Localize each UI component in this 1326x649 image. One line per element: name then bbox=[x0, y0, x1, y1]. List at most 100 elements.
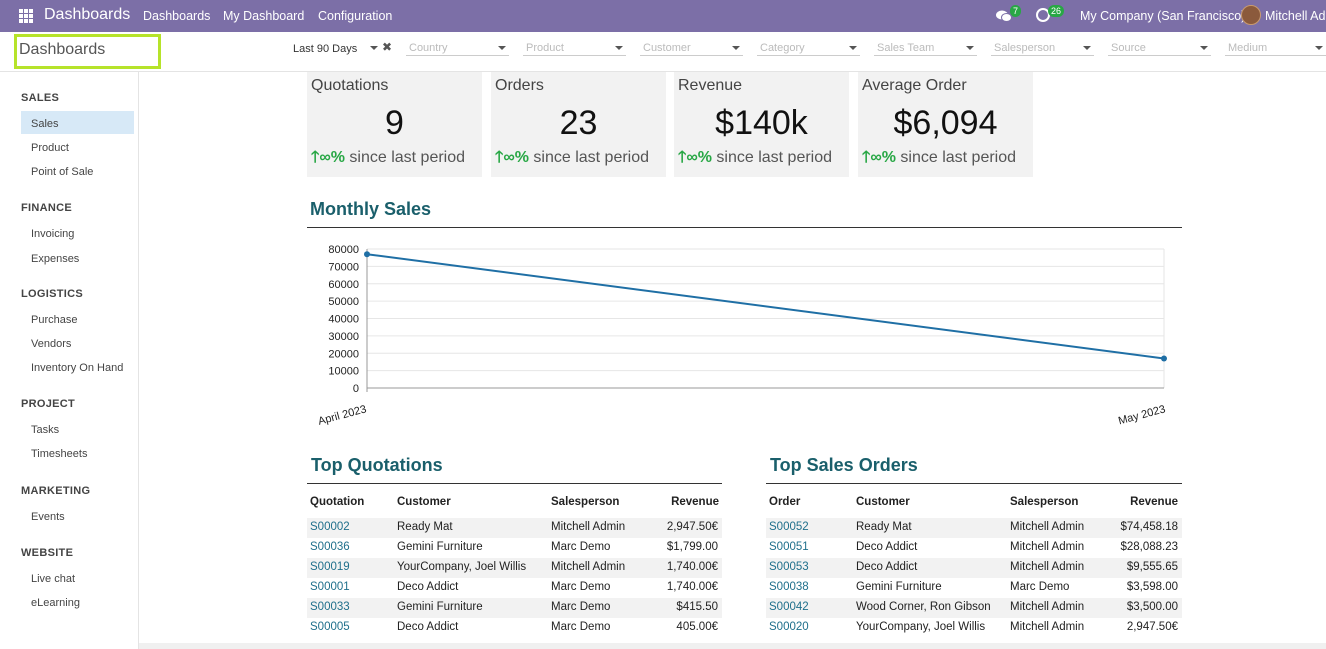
cell-revenue: 2,947.50€ bbox=[666, 521, 718, 533]
menu-my-dashboard[interactable]: My Dashboard bbox=[223, 9, 305, 23]
cell-reference[interactable]: S00042 bbox=[769, 601, 809, 613]
filter-product[interactable]: Product bbox=[523, 40, 626, 56]
sidebar-active-highlight bbox=[21, 111, 134, 134]
company-switcher[interactable]: My Company (San Francisco) bbox=[1080, 9, 1246, 23]
date-filter-value: Last 90 Days bbox=[293, 43, 358, 55]
sidebar-item-inventory-on-hand[interactable]: Inventory On Hand bbox=[31, 362, 124, 374]
filter-country[interactable]: Country bbox=[406, 40, 509, 56]
cell-customer: Ready Mat bbox=[856, 521, 912, 533]
cell-reference[interactable]: S00002 bbox=[310, 521, 350, 533]
filter-country-placeholder: Country bbox=[409, 42, 448, 54]
sidebar-item-sales[interactable]: Sales bbox=[31, 118, 59, 130]
arrow-up-icon: 🡑 bbox=[678, 149, 687, 166]
cell-reference[interactable]: S00038 bbox=[769, 581, 809, 593]
cell-salesperson: Mitchell Admin bbox=[1010, 601, 1085, 613]
cell-salesperson: Marc Demo bbox=[551, 541, 611, 553]
data-point[interactable] bbox=[364, 251, 370, 258]
x-tick-label: May 2023 bbox=[1117, 403, 1167, 427]
cell-salesperson: Marc Demo bbox=[551, 601, 611, 613]
menu-dashboards[interactable]: Dashboards bbox=[143, 9, 211, 23]
monthly-sales-chart[interactable]: 0 10000 20000 30000 40000 50000 60000 70000 8000… bbox=[307, 238, 1182, 428]
sidebar-section-finance: FINANCE bbox=[21, 202, 72, 214]
filter-source[interactable]: Source bbox=[1108, 40, 1211, 56]
apps-grid-icon[interactable] bbox=[19, 9, 33, 23]
cell-reference[interactable]: S00053 bbox=[769, 561, 809, 573]
cell-reference[interactable]: S00001 bbox=[310, 581, 350, 593]
cell-salesperson: Marc Demo bbox=[1010, 581, 1070, 593]
kpi-trend-value: ∞% bbox=[503, 149, 529, 166]
kpi-title: Average Order bbox=[862, 77, 967, 94]
cell-customer: Deco Addict bbox=[856, 541, 918, 553]
kpi-trend: 🡑∞% since last period bbox=[311, 146, 465, 173]
sidebar-item-tasks[interactable]: Tasks bbox=[31, 424, 60, 436]
table-row[interactable]: S00052 Ready Mat Mitchell Admin $74,458.18 bbox=[766, 518, 1182, 538]
horizontal-scrollbar[interactable] bbox=[139, 643, 1326, 649]
table-row[interactable]: S00001 Deco Addict Marc Demo 1,740.00€ bbox=[307, 578, 722, 598]
table-row[interactable]: S00053 Deco Addict Mitchell Admin $9,555.65 bbox=[766, 558, 1182, 578]
kpi-card-quotations[interactable]: Quotations 9 🡑∞% since last period bbox=[307, 72, 482, 177]
cell-reference[interactable]: S00036 bbox=[310, 541, 350, 553]
filter-salesperson[interactable]: Salesperson bbox=[991, 40, 1094, 56]
filter-medium[interactable]: Medium bbox=[1225, 40, 1326, 56]
app-brand[interactable]: Dashboards bbox=[44, 6, 131, 23]
chat-icon[interactable] bbox=[996, 9, 1012, 23]
y-tick-label: 10000 bbox=[328, 366, 359, 378]
top-quotations-title: Top Quotations bbox=[311, 455, 443, 475]
cell-reference[interactable]: S00052 bbox=[769, 521, 809, 533]
cell-salesperson: Mitchell Admin bbox=[551, 561, 626, 573]
cell-revenue: $1,799.00 bbox=[666, 541, 718, 553]
clear-filter-icon[interactable]: ✖ bbox=[382, 40, 393, 54]
cell-salesperson: Mitchell Admin bbox=[1010, 561, 1085, 573]
table-row[interactable]: S00038 Gemini Furniture Marc Demo $3,598.00 bbox=[766, 578, 1182, 598]
y-tick-label: 50000 bbox=[328, 296, 359, 308]
menu-configuration[interactable]: Configuration bbox=[318, 9, 393, 23]
date-filter-select[interactable]: Last 90 Days bbox=[289, 40, 381, 56]
cell-salesperson: Marc Demo bbox=[551, 621, 611, 633]
filter-sales-team[interactable]: Sales Team bbox=[874, 40, 977, 56]
kpi-value: $140k bbox=[715, 104, 808, 142]
table-row[interactable]: S00020 YourCompany, Joel Willis Mitchell A… bbox=[766, 618, 1182, 638]
y-tick-label: 60000 bbox=[328, 279, 359, 291]
sidebar-item-purchase[interactable]: Purchase bbox=[31, 314, 78, 326]
table-row[interactable]: S00042 Wood Corner, Ron Gibson Mitchell Ad… bbox=[766, 598, 1182, 618]
cell-customer: Deco Addict bbox=[856, 561, 918, 573]
filter-product-placeholder: Product bbox=[526, 42, 564, 54]
cell-reference[interactable]: S00005 bbox=[310, 621, 350, 633]
cell-reference[interactable]: S00019 bbox=[310, 561, 350, 573]
table-row[interactable]: S00002 Ready Mat Mitchell Admin 2,947.50€ bbox=[307, 518, 722, 538]
filter-medium-placeholder: Medium bbox=[1228, 42, 1268, 54]
sidebar-item-elearning[interactable]: eLearning bbox=[31, 597, 80, 609]
user-avatar[interactable] bbox=[1241, 5, 1261, 25]
filter-customer[interactable]: Customer bbox=[640, 40, 743, 56]
data-point[interactable] bbox=[1161, 355, 1167, 362]
cell-reference[interactable]: S00020 bbox=[769, 621, 809, 633]
kpi-trend-value: ∞% bbox=[319, 149, 345, 166]
page-title: Dashboards bbox=[19, 41, 106, 58]
sidebar-item-point-of-sale[interactable]: Point of Sale bbox=[31, 166, 94, 178]
filter-category[interactable]: Category bbox=[757, 40, 860, 56]
table-row[interactable]: S00033 Gemini Furniture Marc Demo $415.50 bbox=[307, 598, 722, 618]
cell-reference[interactable]: S00033 bbox=[310, 601, 350, 613]
cell-salesperson: Mitchell Admin bbox=[551, 521, 626, 533]
sidebar-item-events[interactable]: Events bbox=[31, 511, 65, 523]
sidebar-item-expenses[interactable]: Expenses bbox=[31, 253, 80, 265]
table-row[interactable]: S00036 Gemini Furniture Marc Demo $1,799.00 bbox=[307, 538, 722, 558]
table-row[interactable]: S00005 Deco Addict Marc Demo 405.00€ bbox=[307, 618, 722, 638]
cell-customer: Wood Corner, Ron Gibson bbox=[856, 601, 991, 613]
chevron-down-icon bbox=[1083, 46, 1091, 50]
kpi-title: Quotations bbox=[311, 77, 389, 94]
kpi-card-average-order[interactable]: Average Order $6,094 🡑∞% since last peri… bbox=[858, 72, 1033, 177]
cell-revenue: 1,740.00€ bbox=[666, 561, 718, 573]
kpi-card-revenue[interactable]: Revenue $140k 🡑∞% since last period bbox=[674, 72, 849, 177]
sidebar-item-product[interactable]: Product bbox=[31, 142, 69, 154]
col-header-revenue: Revenue bbox=[671, 496, 719, 508]
sidebar-item-vendors[interactable]: Vendors bbox=[31, 338, 72, 350]
user-menu[interactable]: Mitchell Admin bbox=[1265, 9, 1326, 23]
sidebar-item-live-chat[interactable]: Live chat bbox=[31, 573, 76, 585]
cell-reference[interactable]: S00051 bbox=[769, 541, 809, 553]
kpi-card-orders[interactable]: Orders 23 🡑∞% since last period bbox=[491, 72, 666, 177]
table-row[interactable]: S00051 Deco Addict Mitchell Admin $28,088.2… bbox=[766, 538, 1182, 558]
sidebar-item-invoicing[interactable]: Invoicing bbox=[31, 228, 75, 240]
table-row[interactable]: S00019 YourCompany, Joel Willis Mitchell A… bbox=[307, 558, 722, 578]
sidebar-item-timesheets[interactable]: Timesheets bbox=[31, 448, 88, 460]
